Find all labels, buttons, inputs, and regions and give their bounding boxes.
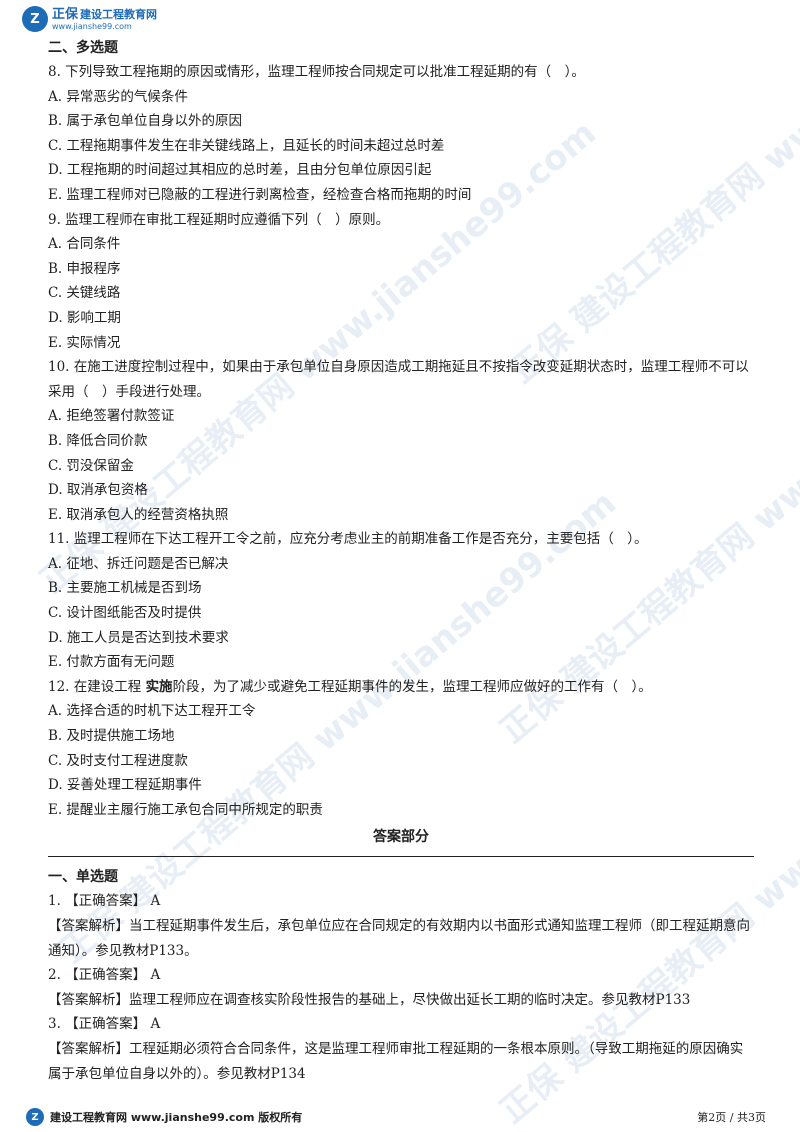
option: C. 罚没保留金 [48,457,134,474]
site-name: 建设工程教育网 [80,7,158,21]
document-body: 二、多选题 8. 下列导致工程拖期的原因或情形，监理工程师按合同规定可以批准工程… [48,36,754,1086]
option: A. 异常恶劣的气候条件 [48,88,188,105]
option: E. 取消承包人的经营资格执照 [48,506,229,523]
question-stem: 9. 监理工程师在审批工程延期时应遵循下列（ ）原则。 [48,211,390,228]
question-stem: 10. 在施工进度控制过程中，如果由于承包单位自身原因造成工期拖延且不按指令改变… [48,359,749,400]
divider [48,856,754,858]
option: E. 实际情况 [48,334,121,351]
option: A. 合同条件 [48,236,121,253]
option: C. 及时支付工程进度款 [48,752,188,769]
site-url: www.jianshe99.com [52,21,132,31]
option: C. 关键线路 [48,285,121,302]
option: B. 主要施工机械是否到场 [48,580,202,597]
option: D. 妥善处理工程延期事件 [48,777,202,794]
option: D. 取消承包资格 [48,482,148,499]
page-footer: Z 建设工程教育网 www.jianshe99.com 版权所有 第2页 / 共… [26,1106,766,1128]
option: E. 监理工程师对已隐蔽的工程进行剥离检查，经检查合格而拖期的时间 [48,186,472,203]
header-logo[interactable]: Z 正保 建设工程教育网 www.jianshe99.com [22,4,157,34]
answer-analysis: 【答案解析】监理工程师应在调查核实阶段性报告的基础上，尽快做出延长工期的临时决定… [48,991,691,1008]
option: C. 设计图纸能否及时提供 [48,605,202,622]
option: B. 属于承包单位自身以外的原因 [48,113,243,130]
question-stem: 11. 监理工程师在下达工程开工令之前，应充分考虑业主的前期准备工作是否充分，主… [48,531,648,548]
page-number: 第2页 / 共3页 [697,1111,766,1124]
answer-head: 3. 【正确答案】 A [48,1016,161,1033]
question-stem: 12. 在建设工程 实施阶段，为了减少或避免工程延期事件的发生，监理工程师应做好… [48,675,754,700]
section-heading: 一、单选题 [48,869,118,886]
option: A. 拒绝签署付款签证 [48,408,175,425]
answer-head: 2. 【正确答案】 A [48,967,161,984]
option: B. 及时提供施工场地 [48,728,175,745]
section-heading: 二、多选题 [48,40,118,56]
answer-section-title: 答案部分 [373,829,429,846]
option: C. 工程拖期事件发生在非关键线路上，且延长的时间未超过总时差 [48,137,445,154]
stem-text: 12. 在建设工程 [48,678,146,695]
footer-logo-icon: Z [26,1108,44,1126]
option: E. 付款方面有无问题 [48,654,175,671]
option: D. 工程拖期的时间超过其相应的总时差，且由分包单位原因引起 [48,162,432,179]
option: B. 降低合同价款 [48,432,148,449]
option: D. 施工人员是否达到技术要求 [48,629,229,646]
brand-name: 正保 [52,6,79,22]
option: A. 征地、拆迁问题是否已解决 [48,555,229,572]
option: A. 选择合适的时机下达工程开工令 [48,703,256,720]
answer-analysis: 【答案解析】工程延期必须符合合同条件，这是监理工程师审批工程延期的一条根本原则。… [48,1040,744,1082]
answer-head: 1. 【正确答案】 A [48,893,161,910]
question-stem: 8. 下列导致工程拖期的原因或情形，监理工程师按合同规定可以批准工程延期的有（ … [48,64,585,80]
stem-bold-text: 实施 [145,678,173,695]
logo-icon: Z [22,6,48,32]
answer-analysis: 【答案解析】当工程延期事件发生后，承包单位应在合同规定的有效期内以书面形式通知监… [48,918,750,959]
footer-copyright[interactable]: 建设工程教育网 www.jianshe99.com 版权所有 [50,1111,303,1124]
option: D. 影响工期 [48,309,121,326]
option: B. 申报程序 [48,260,121,277]
option: E. 提醒业主履行施工承包合同中所规定的职责 [48,801,323,818]
stem-text: 阶段，为了减少或避免工程延期事件的发生，监理工程师应做好的工作有（ ）。 [172,678,652,695]
